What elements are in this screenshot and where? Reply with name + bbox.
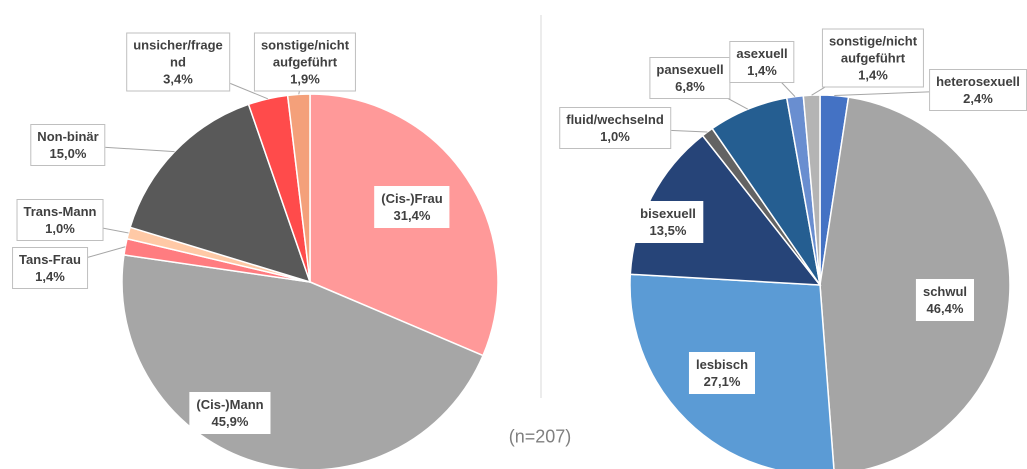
category-label: lesbisch <box>695 357 749 372</box>
data-label: unsicher/frage nd 3,4% <box>126 32 230 92</box>
value-label: 45,9% <box>211 414 249 429</box>
data-label: sonstige/nicht aufgeführt 1,4% <box>821 28 925 88</box>
pie-slice <box>819 96 1011 469</box>
value-label: 1,0% <box>45 221 75 236</box>
data-label: bisexuell 13,5% <box>633 201 703 243</box>
data-label: sonstige/nicht aufgeführt 1,9% <box>253 32 357 92</box>
category-label: bisexuell <box>640 206 696 221</box>
category-label: Trans-Mann <box>23 204 97 219</box>
value-label: 3,4% <box>163 71 193 87</box>
data-label: schwul 46,4% <box>915 279 975 321</box>
value-label: 15,0% <box>49 146 87 161</box>
data-label: Non-binär 15,0% <box>30 124 106 166</box>
category-label: schwul <box>922 284 968 299</box>
value-label: 1,0% <box>600 129 630 144</box>
category-label: fluid/wechselnd <box>566 112 664 127</box>
category-label: sonstige/nicht aufgeführt <box>260 37 350 70</box>
category-label: Tans-Frau <box>19 252 81 267</box>
data-label: (Cis-)Frau 31,4% <box>374 186 450 228</box>
data-label: asexuell 1,4% <box>729 41 795 83</box>
category-label: asexuell <box>736 46 788 61</box>
category-label: (Cis-)Frau <box>381 191 443 206</box>
category-label: Non-binär <box>37 129 99 144</box>
pie-slice <box>629 134 822 286</box>
value-label: 46,4% <box>926 301 964 316</box>
category-label: (Cis-)Mann <box>196 397 264 412</box>
value-label: 1,9% <box>290 71 320 87</box>
data-label: heterosexuell 2,4% <box>929 69 1027 111</box>
value-label: 1,4% <box>35 269 65 284</box>
data-label: (Cis-)Mann 45,9% <box>189 392 271 434</box>
data-label: lesbisch 27,1% <box>688 352 756 394</box>
category-label: sonstige/nicht aufgeführt <box>828 33 918 66</box>
value-label: 27,1% <box>703 374 741 389</box>
pie-slice <box>802 94 821 286</box>
data-label: Trans-Mann 1,0% <box>16 199 104 241</box>
data-label: fluid/wechselnd 1,0% <box>559 107 671 149</box>
data-label: pansexuell 6,8% <box>649 57 731 99</box>
value-label: 13,5% <box>649 223 687 238</box>
category-label: unsicher/frage nd <box>133 37 223 70</box>
value-label: 1,4% <box>747 63 777 78</box>
value-label: 2,4% <box>963 91 993 106</box>
value-label: 31,4% <box>393 208 431 223</box>
value-label: 6,8% <box>675 79 705 94</box>
category-label: heterosexuell <box>936 74 1020 89</box>
value-label: 1,4% <box>858 67 888 83</box>
category-label: pansexuell <box>656 62 724 77</box>
sample-size-note: (n=207) <box>508 426 572 447</box>
data-label: Tans-Frau 1,4% <box>12 247 88 289</box>
